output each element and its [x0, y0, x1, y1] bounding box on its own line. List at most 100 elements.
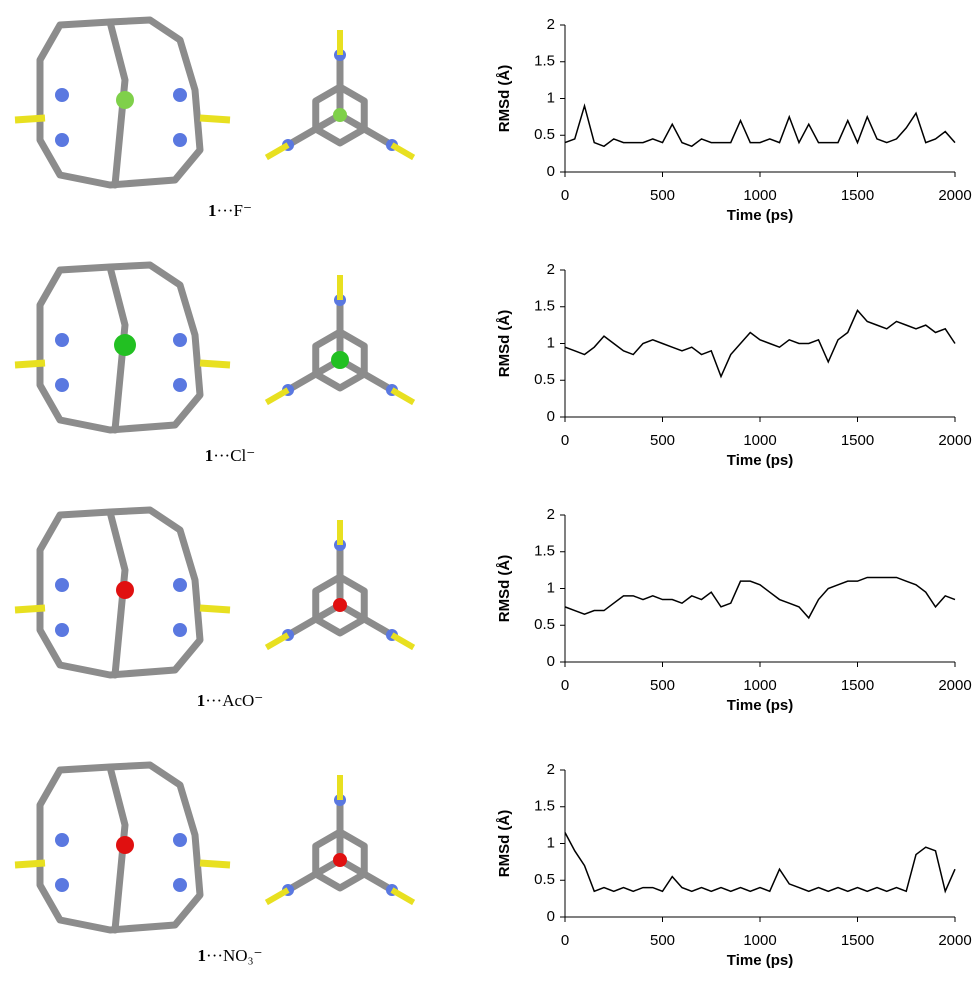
arm-s	[264, 142, 290, 161]
y-tick-label: 1	[547, 579, 555, 596]
anion: ···AcO⁻	[205, 691, 263, 710]
x-axis-label: Time (ps)	[727, 697, 793, 714]
cage	[36, 16, 204, 189]
arm	[284, 111, 344, 149]
y-tick-label: 1.5	[534, 543, 555, 560]
thio-right	[199, 604, 231, 614]
x-tick-label: 0	[561, 932, 569, 949]
arm	[284, 856, 344, 894]
molecule	[14, 261, 416, 434]
x-tick-label: 1000	[743, 432, 776, 449]
nitrogen	[55, 378, 69, 392]
molecule	[14, 16, 416, 189]
molecule	[14, 506, 416, 679]
y-axis-label: RMSd (Å)	[496, 555, 513, 623]
arm-s	[390, 142, 416, 161]
y-tick-label: 0	[547, 653, 555, 670]
guest-top	[331, 351, 349, 369]
y-tick-label: 2	[547, 506, 555, 523]
x-tick-label: 2000	[938, 432, 971, 449]
guest	[114, 334, 136, 356]
nitrogen	[173, 378, 187, 392]
rmsd-line	[564, 576, 956, 620]
x-tick-label: 1000	[743, 187, 776, 204]
x-tick-label: 1500	[841, 677, 874, 694]
molecule-label: 1···F⁻	[208, 201, 252, 220]
y-tick-label: 0.5	[534, 126, 555, 143]
x-tick-label: 500	[650, 432, 675, 449]
x-tick-label: 0	[561, 432, 569, 449]
nitrogen	[173, 88, 187, 102]
cage	[36, 506, 204, 679]
nitrogen	[173, 623, 187, 637]
cage-strut	[106, 18, 129, 189]
x-axis-label: Time (ps)	[727, 207, 793, 224]
thio-left	[14, 359, 46, 369]
y-tick-label: 0.5	[534, 871, 555, 888]
rmsd-line	[564, 832, 956, 894]
nitrogen	[173, 333, 187, 347]
y-tick-label: 0	[547, 908, 555, 925]
nitrogen	[55, 878, 69, 892]
guest	[116, 91, 134, 109]
x-tick-label: 500	[650, 677, 675, 694]
x-tick-label: 0	[561, 187, 569, 204]
cage	[36, 761, 204, 934]
ring	[312, 83, 368, 147]
thio-left	[14, 114, 46, 124]
compound-number: 1	[208, 201, 217, 220]
thio-right	[199, 859, 231, 869]
nitrogen	[55, 578, 69, 592]
anion: ···NO₃⁻	[206, 946, 262, 965]
anion: ···F⁻	[217, 201, 252, 220]
x-tick-label: 2000	[938, 677, 971, 694]
x-tick-label: 1000	[743, 677, 776, 694]
arm-s	[390, 887, 416, 906]
thio-left	[14, 604, 46, 614]
y-tick-label: 0.5	[534, 616, 555, 633]
ring	[312, 573, 368, 637]
guest	[116, 836, 134, 854]
nitrogen	[55, 333, 69, 347]
x-tick-label: 2000	[938, 932, 971, 949]
nitrogen	[55, 133, 69, 147]
molecule-label: 1···NO₃⁻	[198, 946, 263, 965]
guest-top	[333, 598, 347, 612]
y-axis-label: RMSd (Å)	[496, 310, 513, 378]
molecule-label: 1···Cl⁻	[205, 446, 256, 465]
arm-s	[264, 887, 290, 906]
x-axis-label: Time (ps)	[727, 952, 793, 969]
compound-number: 1	[198, 946, 207, 965]
y-tick-label: 0	[547, 408, 555, 425]
arm	[336, 601, 396, 639]
nitrogen	[55, 88, 69, 102]
x-tick-label: 500	[650, 932, 675, 949]
arm	[284, 601, 344, 639]
guest-top	[333, 108, 347, 122]
y-tick-label: 1.5	[534, 798, 555, 815]
molecule-label: 1···AcO⁻	[197, 691, 264, 710]
nitrogen	[173, 133, 187, 147]
x-tick-label: 1500	[841, 432, 874, 449]
arm-s	[390, 632, 416, 651]
y-tick-label: 1	[547, 334, 555, 351]
thio-left	[14, 859, 46, 869]
y-tick-label: 0	[547, 163, 555, 180]
guest-top	[333, 853, 347, 867]
nitrogen	[173, 878, 187, 892]
x-tick-label: 1500	[841, 187, 874, 204]
cage-strut	[106, 508, 129, 679]
x-tick-label: 0	[561, 677, 569, 694]
arm	[336, 111, 396, 149]
compound-number: 1	[205, 446, 214, 465]
anion: ···Cl⁻	[213, 446, 255, 465]
y-tick-label: 0.5	[534, 371, 555, 388]
nitrogen	[173, 833, 187, 847]
thio-right	[199, 359, 231, 369]
ring	[312, 328, 368, 392]
y-axis-label: RMSd (Å)	[496, 810, 513, 878]
nitrogen	[55, 833, 69, 847]
y-tick-label: 1	[547, 89, 555, 106]
cage-strut	[106, 763, 129, 934]
